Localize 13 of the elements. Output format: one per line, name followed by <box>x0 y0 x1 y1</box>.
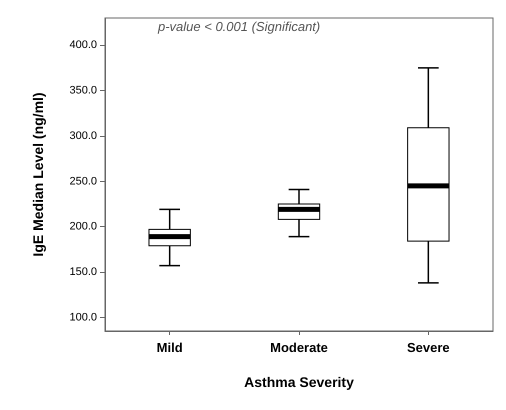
x-tick-label: Mild <box>156 340 183 355</box>
y-tick-label: 150.0 <box>69 266 97 278</box>
y-tick-label: 200.0 <box>69 220 97 233</box>
y-tick-label: 350.0 <box>69 84 97 97</box>
y-tick-label: 300.0 <box>69 130 97 142</box>
x-tick-label: Severe <box>407 340 450 355</box>
x-axis-title: Asthma Severity <box>244 374 354 390</box>
x-tick-label: Moderate <box>270 340 328 355</box>
annotation: p-value < 0.001 (Significant) <box>157 19 320 34</box>
y-axis-title: IgE Median Level (ng/ml) <box>30 92 46 257</box>
y-tick-label: 100.0 <box>69 311 97 324</box>
y-tick-label: 400.0 <box>69 39 97 52</box>
y-tick-label: 250.0 <box>69 175 97 188</box>
